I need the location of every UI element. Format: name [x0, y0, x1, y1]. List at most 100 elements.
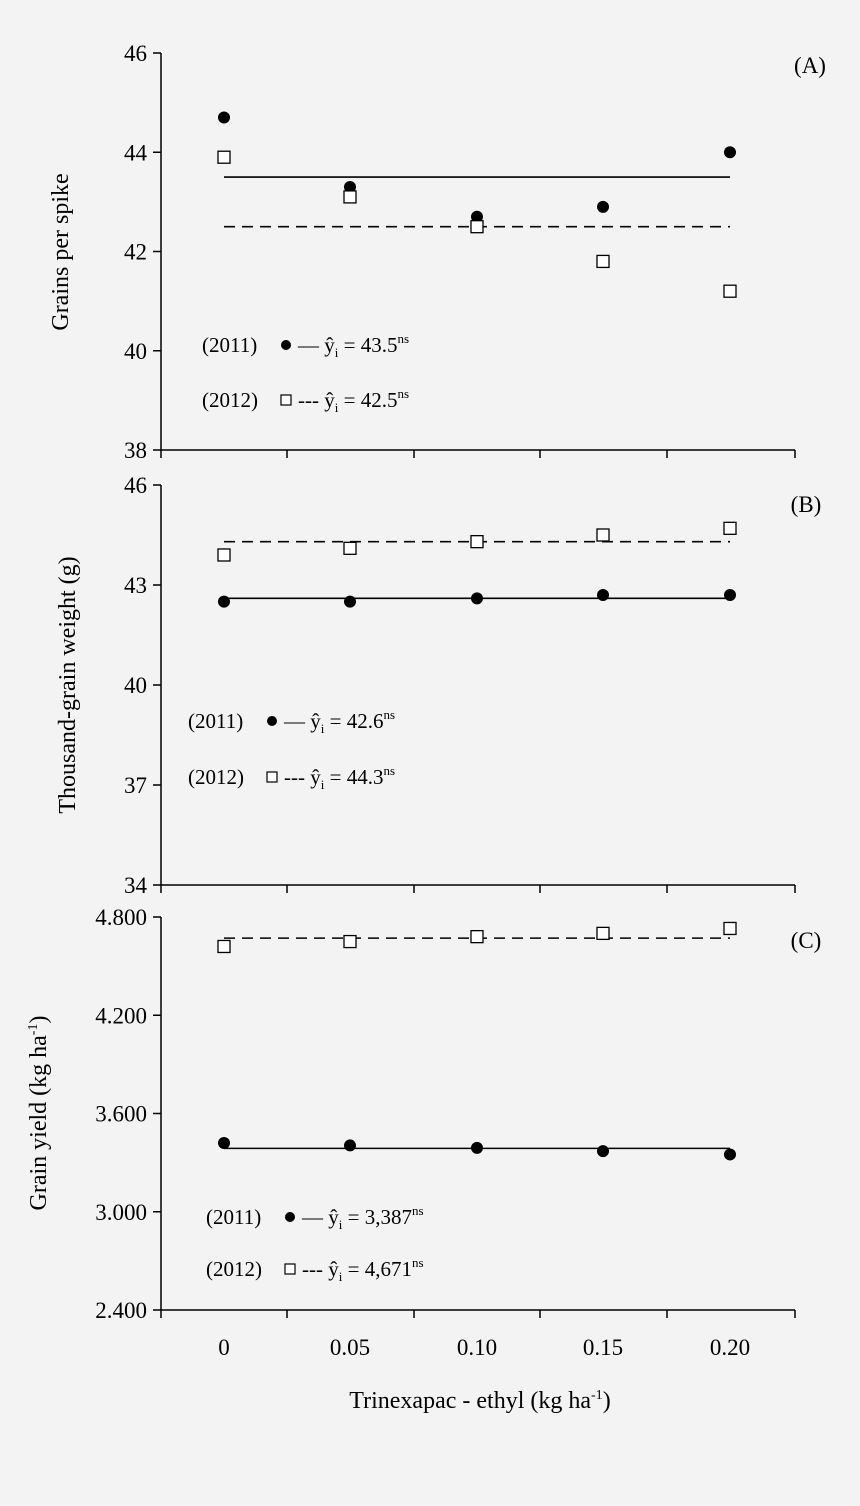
legend-superscript: ns — [412, 1255, 424, 1270]
point-2012 — [470, 220, 484, 234]
legend-entry-2012: (2012) --- ŷi = 4,671ns — [206, 1255, 424, 1284]
y-axis-title: Grain yield (kg ha-1) — [26, 1016, 52, 1211]
legend-marker-circle — [281, 340, 291, 350]
legend-superscript: ns — [383, 763, 395, 778]
point-2012 — [596, 926, 610, 941]
legend-y-hat: ŷ — [310, 709, 321, 733]
legend-line-style: — — [283, 709, 310, 733]
legend-superscript: ns — [397, 386, 409, 401]
x-axis-title-main: Trinexapac - ethyl (kg ha — [349, 1388, 591, 1414]
legend-subscript: i — [339, 1269, 343, 1284]
y-tick-label: 40 — [124, 673, 147, 698]
legend-subscript: i — [321, 777, 325, 792]
y-axis-title-main: Grains per spike — [48, 173, 74, 330]
legend-value: = 4,671 — [342, 1257, 412, 1281]
x-tick-label: 0.20 — [710, 1335, 750, 1360]
point-2011 — [218, 111, 230, 124]
point-2011 — [471, 1141, 483, 1154]
y-tick-label: 4.800 — [95, 905, 147, 930]
y-tick-label: 46 — [124, 41, 147, 66]
legend-line-style: --- — [284, 765, 310, 789]
legend-year: (2012) — [188, 765, 244, 789]
point-2012 — [596, 254, 610, 269]
panel-c: 2.400 3.000 3.600 4.200 4.800 Grain yield (kg… — [26, 905, 821, 1323]
legend-line-style: — — [297, 333, 324, 357]
legend-marker-square — [284, 1263, 296, 1275]
point-2012 — [596, 528, 610, 542]
point-2012 — [217, 548, 231, 562]
panel-label: (A) — [794, 53, 826, 78]
y-axis-title-sup: -1 — [26, 1024, 41, 1036]
y-tick-label: 3.600 — [95, 1102, 147, 1127]
legend-marker-square — [280, 394, 292, 406]
point-2011 — [597, 200, 609, 213]
point-2012 — [723, 521, 737, 535]
point-2011 — [344, 1139, 356, 1152]
point-2011 — [218, 1136, 230, 1149]
legend-y-hat: ŷ — [328, 1257, 339, 1281]
legend-marker-square — [266, 771, 278, 783]
legend-equation: — ŷi = 42.6ns — [283, 707, 395, 736]
point-2011 — [724, 589, 736, 601]
legend-entry-2012: (2012) --- ŷi = 44.3ns — [188, 763, 395, 792]
legend-year: (2011) — [206, 1205, 261, 1229]
legend-equation: --- ŷi = 44.3ns — [284, 763, 395, 792]
legend-equation: --- ŷi = 42.5ns — [298, 386, 409, 415]
x-axis-title: Trinexapac - ethyl (kg ha-1) — [349, 1388, 610, 1414]
x-axis-title-sup: -1 — [591, 1388, 603, 1403]
panel-b: 34 37 40 43 46 Thousand-grain weight (g) (B) (2… — [55, 473, 821, 898]
point-2012 — [343, 541, 357, 555]
panel-label: (C) — [791, 928, 822, 953]
legend-entry-2011: (2011) — ŷi = 3,387ns — [206, 1203, 424, 1232]
point-2011 — [471, 210, 483, 223]
legend-marker-circle — [285, 1212, 295, 1222]
legend-subscript: i — [339, 1217, 343, 1232]
point-2011 — [724, 146, 736, 159]
legend-year: (2011) — [188, 709, 243, 733]
y-axis-title: Grains per spike — [48, 173, 74, 330]
legend-marker-circle — [267, 716, 277, 726]
point-2011 — [724, 1148, 736, 1161]
y-tick-label: 3.000 — [95, 1200, 147, 1225]
x-tick-label: 0.15 — [583, 1335, 623, 1360]
legend-equation: — ŷi = 3,387ns — [301, 1203, 424, 1232]
legend-y-hat: ŷ — [310, 765, 321, 789]
point-2012 — [343, 190, 357, 204]
legend-line-style: --- — [302, 1257, 328, 1281]
legend-equation: — ŷi = 43.5ns — [297, 331, 409, 360]
legend-value: = 42.5 — [338, 388, 397, 412]
point-2012 — [470, 930, 484, 944]
y-tick-label: 37 — [124, 773, 147, 798]
x-tick-label: 0.05 — [330, 1335, 370, 1360]
legend-equation: --- ŷi = 4,671ns — [302, 1255, 424, 1284]
y-tick-label: 43 — [124, 573, 147, 598]
y-tick-label: 38 — [124, 438, 147, 463]
y-tick-label: 44 — [124, 140, 148, 165]
legend-year: (2011) — [202, 333, 257, 357]
legend-line-style: — — [301, 1205, 328, 1229]
point-2011 — [471, 592, 483, 605]
point-2011 — [344, 595, 356, 608]
legend-y-hat: ŷ — [324, 333, 335, 357]
x-tick-label: 0.10 — [457, 1335, 497, 1360]
panel-a: 38 40 42 44 46 Grains per spike (A) (2011) — ŷi … — [48, 41, 826, 463]
point-2012 — [723, 284, 737, 298]
x-axis-title-end: ) — [603, 1388, 611, 1414]
legend-value: = 43.5 — [338, 333, 397, 357]
legend-superscript: ns — [383, 707, 395, 722]
legend-year: (2012) — [206, 1257, 262, 1281]
point-2011 — [218, 595, 230, 608]
y-tick-label: 46 — [124, 473, 147, 498]
legend-value: = 44.3 — [324, 765, 383, 789]
panel-label: (B) — [791, 492, 822, 517]
legend-y-hat: ŷ — [328, 1205, 339, 1229]
point-2012 — [217, 150, 231, 164]
legend-entry-2012: (2012) --- ŷi = 42.5ns — [202, 386, 409, 415]
legend-subscript: i — [335, 400, 339, 415]
legend-y-hat: ŷ — [324, 388, 335, 412]
point-2011 — [597, 1145, 609, 1158]
legend-value: = 3,387 — [342, 1205, 412, 1229]
point-2011 — [344, 180, 356, 193]
legend-entry-2011: (2011) — ŷi = 43.5ns — [202, 331, 409, 360]
